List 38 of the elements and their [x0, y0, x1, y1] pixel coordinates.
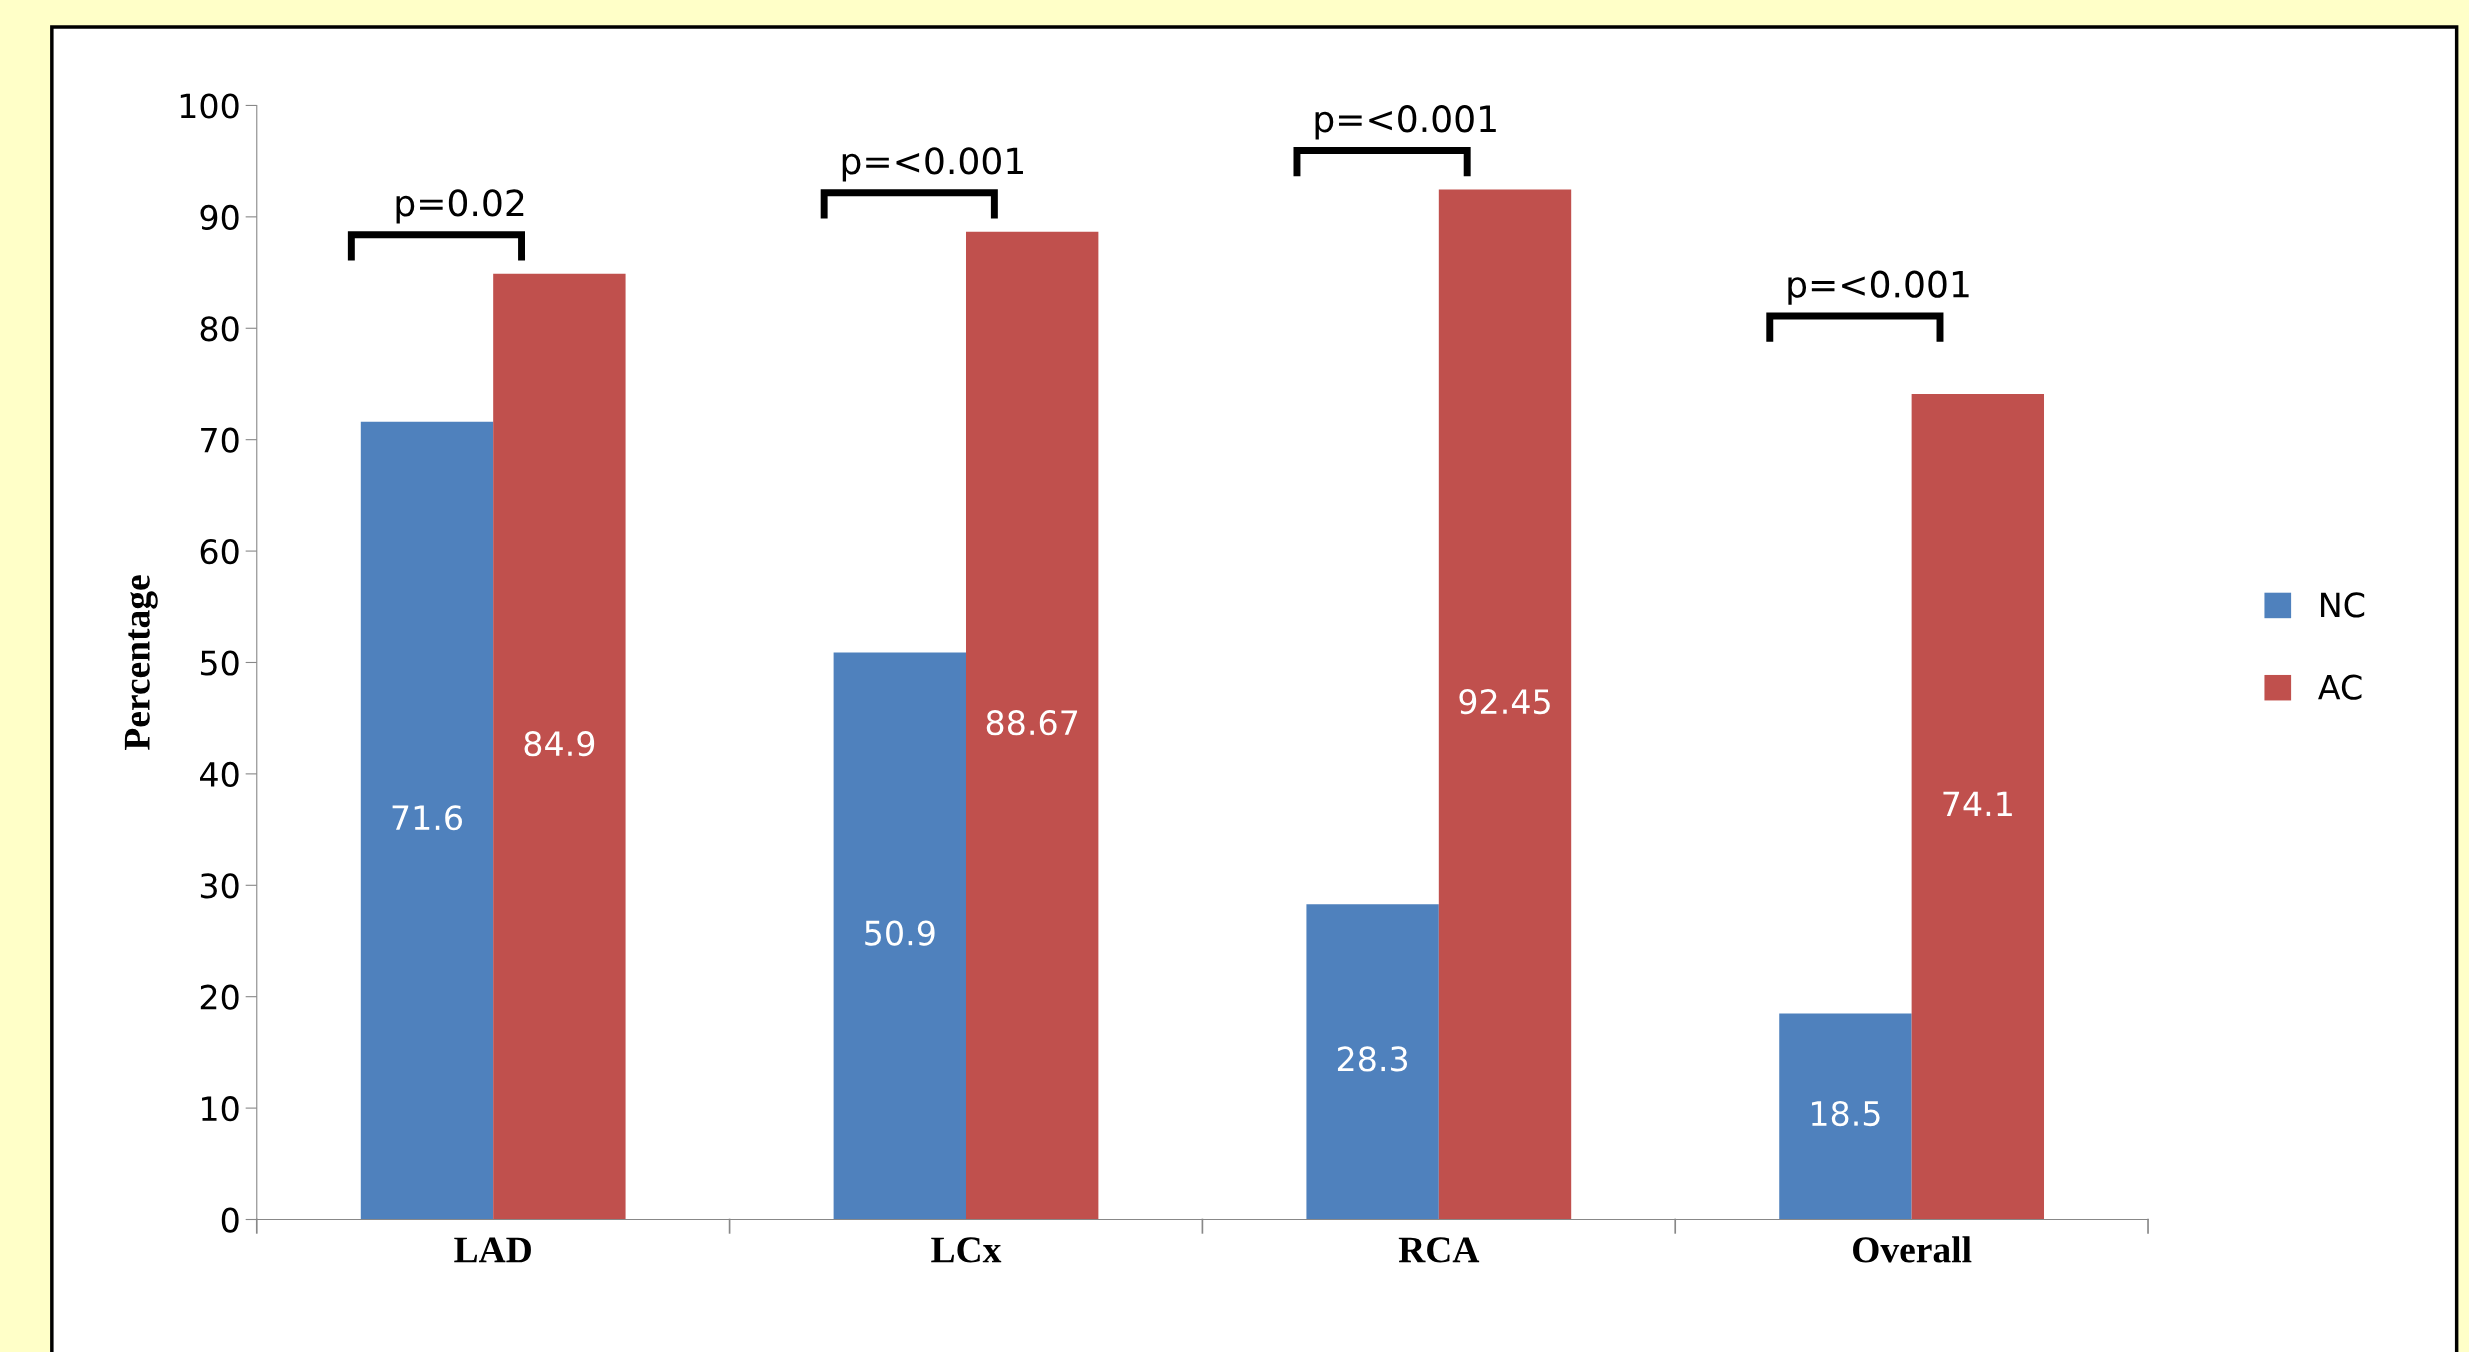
data-label: 18.5 [1811, 1100, 1880, 1127]
y-tick-label: 10 [202, 1096, 239, 1122]
bar [1438, 189, 1572, 1220]
y-tick-label: 30 [200, 873, 239, 899]
bar [1306, 904, 1439, 1220]
y-axis-title: Percentage [124, 575, 158, 750]
annotation: p=<0.001 [1315, 105, 1496, 140]
annotation: p=<0.001 [1788, 270, 1969, 305]
x-tick-label: RCA [1398, 1237, 1480, 1263]
y-tick-label: 90 [200, 204, 239, 230]
bar [360, 421, 494, 1220]
data-label: 84.9 [524, 731, 595, 757]
x-tick-label: LAD [454, 1237, 531, 1263]
y-tick-label: 80 [200, 316, 239, 342]
data-label: 92.45 [1459, 688, 1550, 715]
bar [1779, 1013, 1912, 1220]
bar [966, 231, 1099, 1220]
bar [833, 652, 966, 1220]
y-tick-label: 70 [201, 427, 239, 453]
bar [1911, 393, 2045, 1220]
data-label: 88.67 [986, 710, 1078, 736]
annotation: p=0.02 [396, 189, 524, 224]
legend-label: NC [2321, 592, 2365, 618]
y-tick-label: 20 [200, 984, 239, 1010]
y-tick-label: 100 [180, 93, 239, 119]
bar [493, 273, 626, 1220]
data-label: 28.3 [1337, 1046, 1408, 1072]
data-label: 74.1 [1943, 791, 2012, 816]
x-tick-label: LCx [931, 1237, 1002, 1263]
data-label: 71.6 [392, 805, 462, 831]
x-tick-label: Overall [1853, 1236, 1972, 1263]
y-tick-label: 0 [221, 1207, 239, 1233]
y-tick-label: 60 [200, 539, 239, 565]
annotation: p=<0.001 [842, 147, 1023, 182]
data-label: 50.9 [865, 920, 935, 946]
y-tick-label: 40 [200, 761, 239, 788]
y-tick-label: 50 [200, 650, 239, 676]
legend-label: AC [2318, 674, 2362, 700]
